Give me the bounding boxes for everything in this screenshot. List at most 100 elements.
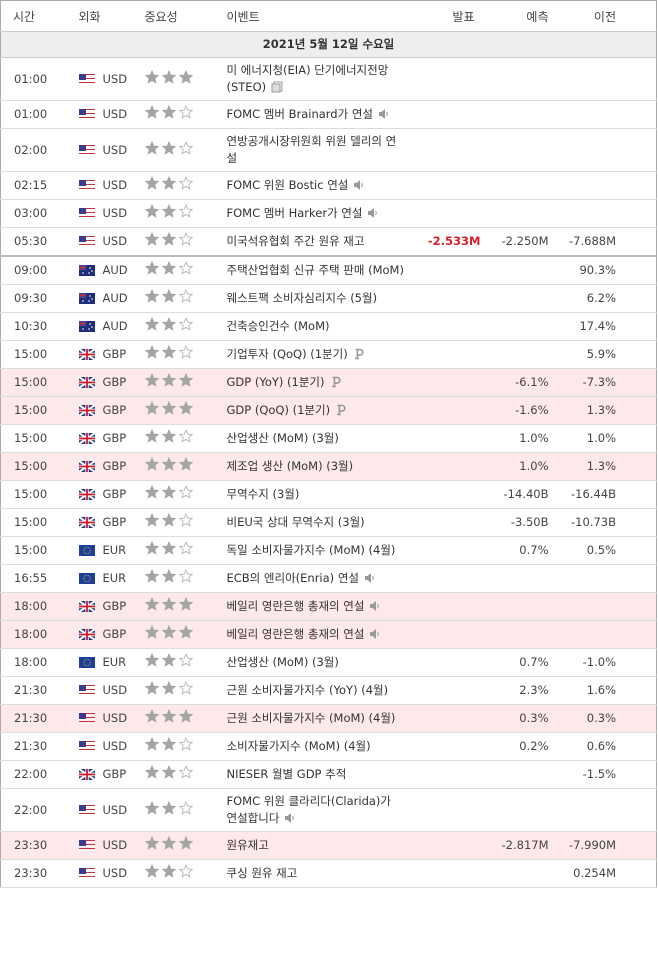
importance-cell xyxy=(132,704,223,733)
flag-part xyxy=(78,236,95,237)
flag-part xyxy=(78,208,95,209)
flag-part xyxy=(88,576,90,578)
flag-part xyxy=(78,182,95,183)
header-row: 시간 외화 중요성 이벤트 발표 예측 이전 xyxy=(0,0,657,32)
importance-cell xyxy=(132,199,223,228)
event: 미 에너지청(EIA) 단기에너지전망(STEO) xyxy=(226,63,389,94)
star xyxy=(178,736,193,751)
star xyxy=(161,400,176,415)
forecast xyxy=(488,760,557,789)
previous: 0.6% xyxy=(556,732,657,761)
flag-part xyxy=(86,581,87,583)
flag xyxy=(78,73,95,85)
importance-stars xyxy=(144,736,193,751)
flag-part xyxy=(78,747,95,748)
event-cell: 산업생산 (MoM) (3월) xyxy=(222,648,411,677)
actual xyxy=(410,508,489,537)
event-cell: 기업투자 (QoQ) (1분기) xyxy=(222,340,411,369)
event-cell: 미 에너지청(EIA) 단기에너지전망(STEO) xyxy=(222,57,411,101)
previous: 1.0% xyxy=(556,424,657,453)
previous xyxy=(556,171,657,200)
flag-part xyxy=(78,872,95,873)
currency: GBP xyxy=(102,347,127,361)
importance-stars xyxy=(144,540,193,555)
forecast xyxy=(488,620,557,649)
event-cell: FOMC 멤버 Brainard가 연설 xyxy=(222,100,411,129)
event-row: 15:00 GBP 비EU국 상대 무역수지 (3월) -3.50B -10.73B xyxy=(0,508,657,537)
flag-part xyxy=(78,844,95,845)
icon-speech xyxy=(379,109,388,119)
star xyxy=(178,708,193,723)
flag-part xyxy=(78,115,95,116)
star xyxy=(161,624,176,639)
previous: -7.990M xyxy=(556,831,657,860)
star xyxy=(178,260,193,275)
importance-stars xyxy=(144,624,193,639)
flag-part xyxy=(78,349,95,360)
flag-part xyxy=(78,321,95,332)
star xyxy=(161,800,176,815)
event-row: 15:00 EUR 독일 소비자물가지수 (MoM) (4월) 0.7% 0.5% xyxy=(0,536,657,565)
importance-cell xyxy=(132,128,223,172)
importance-cell xyxy=(132,592,223,621)
flag-part xyxy=(78,73,95,75)
currency: USD xyxy=(102,234,128,248)
actual xyxy=(410,396,489,425)
forecast: -14.40B xyxy=(488,480,557,509)
event-cell: 근원 소비자물가지수 (MoM) (4월) xyxy=(222,704,411,733)
icon-part xyxy=(271,83,281,93)
flag-part xyxy=(78,741,86,747)
header-cell: 시간 xyxy=(0,0,67,32)
flag-part xyxy=(78,184,95,185)
actual xyxy=(410,564,489,593)
flag-part xyxy=(78,715,95,716)
flag xyxy=(78,868,95,879)
forecast xyxy=(488,312,557,341)
flag-part xyxy=(78,769,95,780)
currency-cell: USD xyxy=(66,704,133,733)
previous: -16.44B xyxy=(556,480,657,509)
forecast: 1.0% xyxy=(488,424,557,453)
actual xyxy=(410,284,489,313)
star xyxy=(161,344,176,359)
star xyxy=(178,400,193,415)
event-row: 01:00 USD FOMC 멤버 Brainard가 연설 xyxy=(0,100,657,129)
forecast xyxy=(488,564,557,593)
currency: USD xyxy=(102,802,128,817)
flag-part xyxy=(78,693,95,694)
header-cell: 예측 xyxy=(488,0,557,32)
flag xyxy=(78,208,95,219)
forecast: 2.3% xyxy=(488,676,557,705)
currency-cell: USD xyxy=(66,57,133,101)
importance-stars xyxy=(144,140,193,155)
flag-part xyxy=(78,113,95,114)
flag-part xyxy=(78,152,95,154)
currency-cell: GBP xyxy=(66,620,133,649)
event-row: 21:30 USD 근원 소비자물가지수 (MoM) (4월) 0.3% 0.3% xyxy=(0,704,657,733)
event-cell: 베일리 영란은행 총재의 연설 xyxy=(222,592,411,621)
flag xyxy=(78,840,95,851)
currency: GBP xyxy=(102,599,127,613)
currency-cell: USD xyxy=(66,128,133,172)
star xyxy=(144,680,159,695)
event: 비EU국 상대 무역수지 (3월) xyxy=(226,515,365,529)
star xyxy=(144,175,159,190)
flag-part xyxy=(78,721,95,722)
star xyxy=(144,260,159,275)
flag-part xyxy=(88,551,90,553)
importance-stars xyxy=(144,428,193,443)
event-row: 16:55 EUR ECB의 엔리아(Enria) 연설 xyxy=(0,564,657,593)
flag-part xyxy=(78,186,95,187)
star xyxy=(178,764,193,779)
importance-stars xyxy=(144,231,193,246)
flag-part xyxy=(78,868,95,869)
time: 21:30 xyxy=(0,704,67,733)
currency: USD xyxy=(102,838,128,852)
previous xyxy=(556,100,657,129)
flag-part xyxy=(88,295,91,297)
importance-stars xyxy=(144,800,193,815)
flag-part xyxy=(78,840,95,841)
flag-part xyxy=(78,691,95,692)
currency-cell: EUR xyxy=(66,648,133,677)
event: GDP (YoY) (1분기) xyxy=(226,375,325,389)
